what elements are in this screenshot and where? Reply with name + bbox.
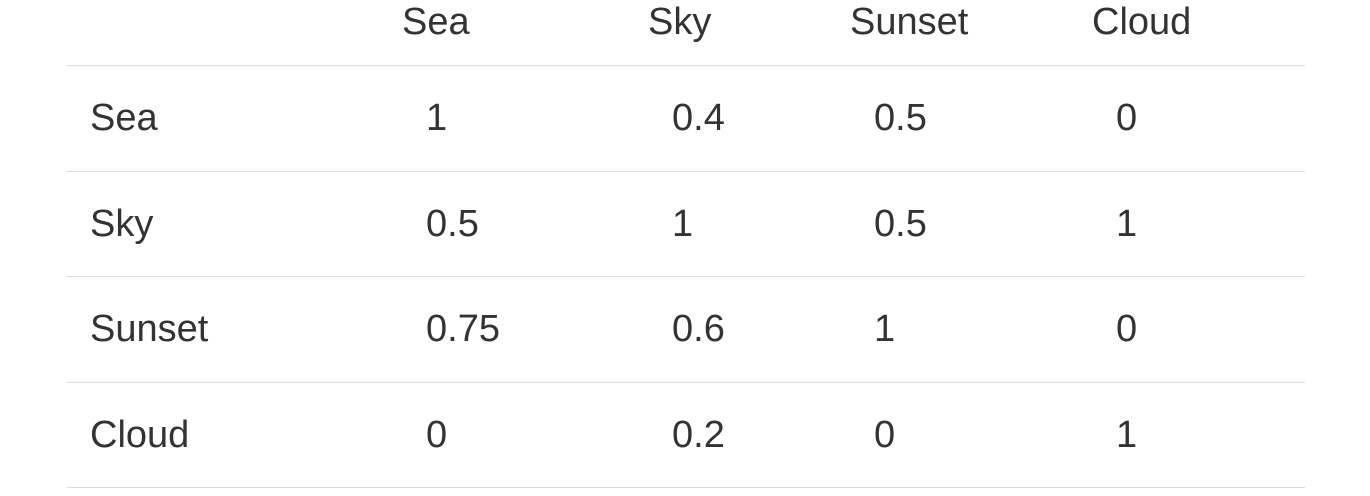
column-header: Cloud <box>1092 1 1192 43</box>
table-cell: 0 <box>1116 97 1138 139</box>
table-cell: 0.5 <box>874 97 927 139</box>
table-cell: 0.2 <box>672 413 725 456</box>
column-header: Sky <box>648 1 712 43</box>
probability-table: Sea Sky Sunset Cloud Sea 1 0.4 0.5 0 Sky… <box>67 0 1305 488</box>
column-header: Sea <box>402 1 470 43</box>
table-header-row: Sea Sky Sunset Cloud <box>67 0 1305 66</box>
row-label: Cloud <box>90 413 190 456</box>
table-cell: 0 <box>874 413 896 456</box>
table-cell: 1 <box>672 202 694 245</box>
table-row: Sky 0.5 1 0.5 1 <box>67 172 1305 277</box>
table-cell: 0.75 <box>426 308 500 350</box>
table-cell: 0.5 <box>426 202 479 245</box>
table-cell: 1 <box>874 308 896 350</box>
table-row: Cloud 0 0.2 0 1 <box>67 383 1305 488</box>
row-label: Sea <box>90 97 158 139</box>
table-cell: 0 <box>1116 308 1138 350</box>
table-cell: 0.6 <box>672 308 725 350</box>
table-cell: 0.4 <box>672 97 725 139</box>
column-header: Sunset <box>850 1 969 43</box>
table-cell: 1 <box>1116 413 1138 456</box>
table-cell: 0 <box>426 413 448 456</box>
row-label: Sunset <box>90 308 209 350</box>
table-row: Sea 1 0.4 0.5 0 <box>67 66 1305 172</box>
table-cell: 0.5 <box>874 202 927 245</box>
row-label: Sky <box>90 202 154 245</box>
table-row: Sunset 0.75 0.6 1 0 <box>67 277 1305 383</box>
table-cell: 1 <box>1116 202 1138 245</box>
table-cell: 1 <box>426 97 448 139</box>
